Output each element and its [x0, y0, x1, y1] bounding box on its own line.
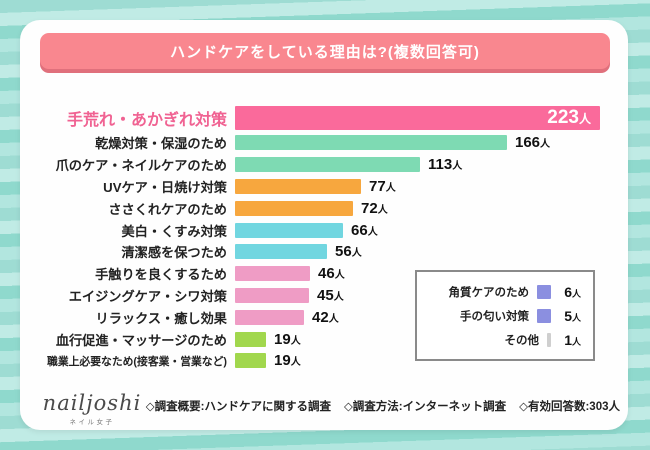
value-label: 113人	[428, 156, 463, 174]
survey-overview: ◇調査概要:ハンドケアに関する調査	[145, 401, 331, 413]
bar	[235, 178, 361, 194]
survey-method: ◇調査方法:インターネット調査	[343, 401, 507, 413]
bar	[235, 266, 310, 282]
bar	[235, 353, 266, 369]
chart-row: 爪のケア・ネイルケアのため 113人	[20, 154, 628, 176]
legend-swatch	[537, 284, 551, 299]
bar	[235, 200, 353, 216]
bar	[235, 244, 327, 260]
legend-label: 手の匂い対策	[460, 310, 529, 323]
category-label: 乾燥対策・保湿のため	[95, 136, 227, 152]
title-banner: ハンドケアをしている理由は?(複数回答可)	[40, 33, 610, 69]
chart-row: 乾燥対策・保湿のため 166人	[20, 132, 628, 154]
value-label: 166人	[515, 134, 551, 152]
value-label: 77人	[369, 177, 396, 195]
value-label: 19人	[274, 352, 301, 370]
chart-row: ささくれケアのため 72人	[20, 197, 628, 219]
chart-row: 手触りを良くするため 46人	[20, 263, 628, 285]
chart-row: 美白・くすみ対策 66人	[20, 219, 628, 241]
value-label: 66人	[351, 221, 378, 239]
legend-box: 角質ケアのため 6人手の匂い対策 5人その他 1人	[415, 270, 595, 361]
chart-row: エイジングケア・シワ対策 45人	[20, 285, 628, 307]
category-label: 手荒れ・あかぎれ対策	[66, 112, 227, 129]
bar	[235, 157, 420, 173]
legend-value: 5人	[564, 307, 581, 324]
value-label: 72人	[361, 199, 388, 217]
bar: 223人	[235, 106, 600, 130]
legend-swatch	[547, 332, 551, 347]
chart-title: ハンドケアをしている理由は?(複数回答可)	[170, 43, 480, 61]
logo-subtitle: ネイル女子	[69, 419, 115, 426]
category-label: UVケア・日焼け対策	[103, 179, 227, 195]
category-label: 爪のケア・ネイルケアのため	[55, 158, 227, 174]
bar	[235, 309, 304, 325]
legend-row: その他 1人	[423, 330, 582, 349]
legend-value: 1人	[564, 331, 581, 348]
chart-row: 職業上必要なため(接客業・営業など) 19人	[20, 350, 628, 372]
survey-respondents: ◇有効回答数:303人	[519, 401, 620, 413]
category-label: リラックス・癒し効果	[95, 310, 227, 326]
category-label: 清潔感を保つため	[121, 245, 228, 261]
chart-row: 清潔感を保つため 56人	[20, 241, 628, 263]
legend-swatch	[537, 308, 551, 323]
value-label: 223人	[547, 107, 591, 128]
bar-chart: 手荒れ・あかぎれ対策 223人乾燥対策・保湿のため 166人爪のケア・ネイルケアのた…	[20, 104, 628, 372]
value-label: 42人	[312, 308, 339, 326]
bar	[235, 331, 266, 347]
bar	[235, 222, 343, 238]
chart-row: UVケア・日焼け対策 77人	[20, 176, 628, 198]
value-label: 45人	[317, 286, 344, 304]
category-label: 職業上必要なため(接客業・営業など)	[47, 355, 227, 368]
chart-row: リラックス・癒し効果 42人	[20, 306, 628, 328]
category-label: エイジングケア・シワ対策	[68, 288, 227, 304]
legend-label: その他	[504, 334, 540, 347]
legend-value: 6人	[564, 283, 581, 300]
category-label: 手触りを良くするため	[95, 267, 227, 283]
bar	[235, 135, 507, 151]
chart-row: 手荒れ・あかぎれ対策 223人	[20, 104, 628, 132]
chart-row: 血行促進・マッサージのため 19人	[20, 328, 628, 350]
value-label: 56人	[335, 243, 362, 261]
category-label: ささくれケアのため	[108, 201, 227, 217]
legend-label: 角質ケアのため	[448, 286, 530, 299]
bar	[235, 287, 309, 303]
logo: nailjoshi ネイル女子	[34, 391, 150, 426]
value-label: 46人	[318, 265, 345, 283]
category-label: 血行促進・マッサージのため	[55, 332, 227, 348]
logo-text: nailjoshi	[42, 391, 142, 415]
survey-footer: ◇調査概要:ハンドケアに関する調査 ◇調査方法:インターネット調査 ◇有効回答数…	[146, 398, 620, 414]
category-label: 美白・くすみ対策	[121, 223, 228, 239]
legend-row: 角質ケアのため 6人	[423, 282, 582, 301]
legend-row: 手の匂い対策 5人	[423, 306, 581, 325]
value-label: 19人	[274, 330, 301, 348]
infographic-card: ハンドケアをしている理由は?(複数回答可) 手荒れ・あかぎれ対策 223人乾燥対策…	[20, 20, 628, 430]
